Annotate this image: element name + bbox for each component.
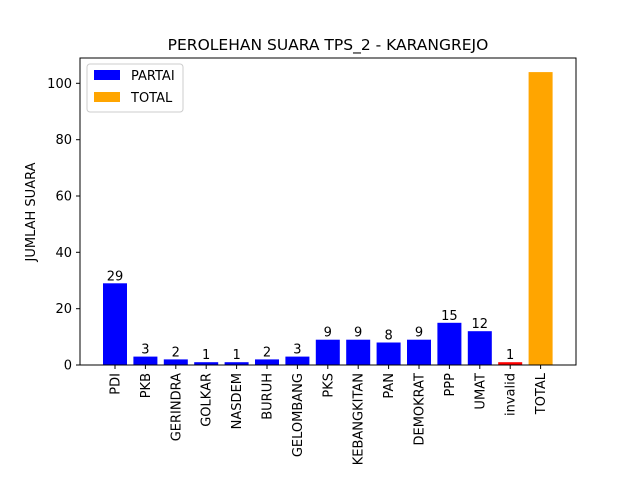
y-axis-label: JUMLAH SUARA [24, 162, 39, 262]
plot-frame [79, 57, 577, 366]
x-tick-label-kebangkitan: KEBANGKITAN [352, 373, 367, 465]
bar-pdi [103, 283, 127, 365]
chart-title: PEROLEHAN SUARA TPS_2 - KARANGREJO [168, 36, 489, 55]
x-tick-label-umat: UMAT [473, 373, 488, 410]
x-tick-label-nasdem: NASDEM [230, 373, 245, 429]
bar-golkar [194, 362, 219, 365]
bar-nasdem [224, 362, 249, 365]
x-tick-label-gerindra: GERINDRA [169, 373, 184, 441]
bar-kebangkitan [346, 339, 371, 365]
x-tick-label-golkar: GOLKAR [200, 373, 215, 427]
x-tick-label-total: TOTAL [534, 372, 549, 415]
y-tick-label-60: 60 [55, 190, 72, 205]
legend-swatch-total [94, 92, 120, 102]
bar-ppp [437, 322, 462, 365]
bar-value-label-pan: 8 [384, 329, 392, 344]
x-axis-ticks: PDI PKB GERINDRA GOLKAR NASDEM BURUH GELOMBANG… [109, 365, 549, 465]
bar-value-label-ppp: 15 [441, 309, 458, 324]
x-tick-label-demokrat: DEMOKRAT [413, 373, 428, 446]
x-tick-label-gelombang: GELOMBANG [291, 373, 306, 457]
legend-label-partai: PARTAI [131, 69, 175, 84]
y-tick-label-0: 0 [64, 359, 72, 374]
x-tick-label-pks: PKS [321, 373, 336, 398]
bar-pkb [133, 356, 158, 365]
bar-value-label-buruh: 2 [263, 345, 271, 360]
bar-value-label-demokrat: 9 [415, 326, 423, 341]
y-axis-ticks: 0 20 40 60 80 100 [47, 77, 80, 374]
bar-value-label-gelombang: 3 [293, 343, 301, 358]
bar-value-label-pkb: 3 [141, 343, 149, 358]
y-tick-label-80: 80 [55, 133, 72, 148]
bar-value-label-golkar: 1 [202, 348, 210, 363]
bar-value-label-pks: 9 [324, 326, 332, 341]
bar-value-label-gerindra: 2 [172, 345, 180, 360]
bar-value-label-nasdem: 1 [232, 348, 240, 363]
bar-gelombang [285, 356, 310, 365]
y-tick-label-20: 20 [55, 302, 72, 317]
legend-label-total: TOTAL [130, 91, 173, 106]
bar-demokrat [407, 339, 431, 365]
bar-pan [376, 342, 401, 365]
x-tick-label-ppp: PPP [443, 373, 458, 397]
y-tick-label-40: 40 [55, 246, 72, 261]
bar-value-label-kebangkitan: 9 [354, 326, 362, 341]
x-tick-label-pdi: PDI [109, 373, 124, 395]
bar-gerindra [163, 359, 188, 365]
bar-invalid [498, 362, 523, 365]
bar-pks [315, 339, 340, 365]
bar-value-label-pdi: 29 [107, 269, 124, 284]
x-tick-label-invalid: invalid [504, 373, 519, 416]
bar-buruh [255, 359, 279, 365]
legend-swatch-partai [94, 70, 120, 80]
bar-value-label-umat: 12 [472, 317, 489, 332]
legend: PARTAI TOTAL [86, 63, 184, 113]
bar-umat [467, 331, 492, 365]
bar-value-label-invalid: 1 [506, 348, 514, 363]
x-tick-label-pkb: PKB [139, 373, 154, 398]
bars-group [103, 72, 553, 365]
x-tick-label-buruh: BURUH [261, 373, 276, 420]
bar-total [528, 72, 553, 365]
x-tick-label-pan: PAN [382, 373, 397, 399]
y-tick-label-100: 100 [47, 77, 72, 92]
